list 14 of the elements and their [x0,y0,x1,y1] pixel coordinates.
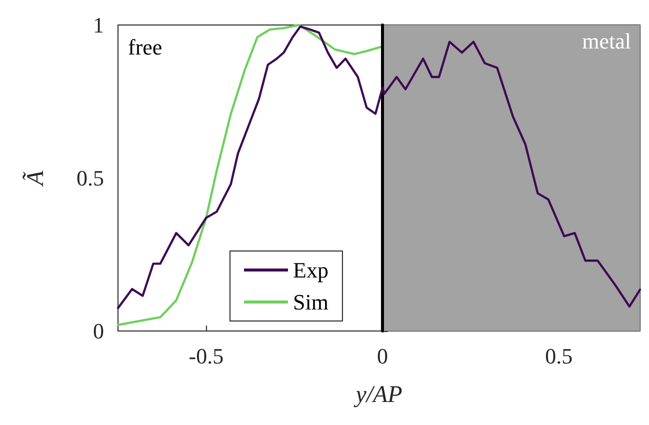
x-axis-title: y/AP [354,382,403,408]
y-tick-label: 0.5 [76,166,104,190]
legend-label: Exp [293,258,328,282]
line-series [116,25,641,310]
x-tick-label: -0.5 [188,344,224,368]
y-tick-label: 0 [93,318,104,344]
annotation: free [128,34,162,60]
band-label: metal [582,28,631,54]
x-tick-label: 0.5 [545,344,573,368]
x-tick-label: 0 [377,344,388,368]
y-tick-label: 1 [93,12,104,38]
y-axis-title: Ã [22,170,49,188]
line-series [116,24,384,326]
legend-label: Sim [293,290,328,314]
